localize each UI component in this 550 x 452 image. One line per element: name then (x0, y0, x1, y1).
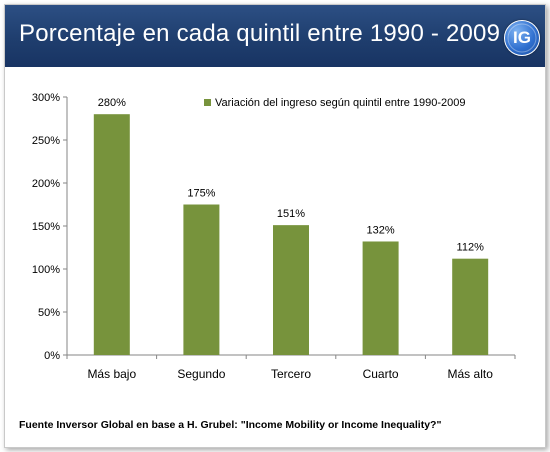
legend-swatch (204, 99, 211, 106)
x-tick-label: Tercero (271, 367, 311, 381)
x-tick-label: Cuarto (363, 367, 399, 381)
y-tick-label: 0% (44, 350, 60, 362)
bar-1 (93, 114, 130, 355)
data-label: 112% (457, 242, 485, 254)
x-tick-label: Más alto (448, 367, 494, 381)
header-bar: Porcentaje en cada quintil entre 1990 - … (5, 5, 545, 67)
bar-2 (183, 204, 220, 355)
bar-5 (452, 258, 489, 355)
y-tick-label: 250% (32, 135, 60, 147)
data-label: 175% (187, 188, 215, 200)
page-title: Porcentaje en cada quintil entre 1990 - … (19, 20, 501, 47)
bar-3 (273, 225, 309, 355)
legend-label: Variación del ingreso según quintil entr… (215, 97, 466, 109)
y-tick-label: 200% (32, 178, 60, 190)
data-label: 132% (367, 224, 395, 236)
logo-text: IG (513, 28, 531, 47)
y-tick-label: 100% (32, 264, 60, 276)
bar-4 (362, 241, 399, 355)
logo-ring-icon (507, 23, 537, 53)
x-tick-label: Más bajo (87, 367, 136, 381)
y-tick-label: 150% (32, 221, 60, 233)
data-label: 280% (98, 97, 126, 109)
chart-frame: Porcentaje en cada quintil entre 1990 - … (4, 4, 546, 448)
x-tick-label: Segundo (177, 367, 225, 381)
bar-chart: 0% 50% 100% 150% 200% 250% 300% 280% Más bajo 175… (32, 92, 516, 381)
y-tick-label: 300% (32, 92, 60, 104)
y-tick-label: 50% (38, 307, 60, 319)
source-note: Fuente Inversor Global en base a H. Grub… (19, 419, 442, 431)
ig-logo-icon: IG (504, 20, 540, 56)
data-label: 151% (277, 208, 305, 220)
